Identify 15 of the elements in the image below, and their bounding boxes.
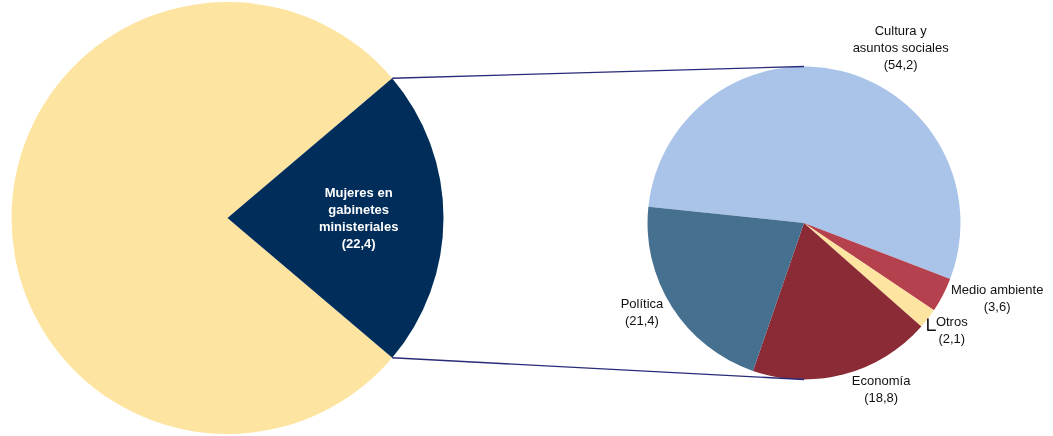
slice-label: Cultura y asuntos sociales [852, 23, 950, 56]
data-label: (21,4) [624, 312, 659, 328]
pie-slice [227, 78, 444, 358]
data-label: (3,6) [983, 299, 1011, 315]
pie-slice [804, 223, 934, 327]
slice-label: Economía [851, 373, 912, 389]
data-label: (18,8) [864, 390, 899, 406]
slice-label: Política [620, 295, 665, 311]
slice-label: Mujeres en gabinetes ministeriales [318, 185, 399, 234]
pie-slice [804, 223, 951, 311]
data-label: (2,1) [938, 331, 966, 347]
data-label: (54,2) [883, 57, 918, 73]
slice-label: Otros [935, 314, 969, 330]
slice-label: Medio ambiente [950, 282, 1044, 298]
data-label: (22,4) [341, 235, 376, 251]
